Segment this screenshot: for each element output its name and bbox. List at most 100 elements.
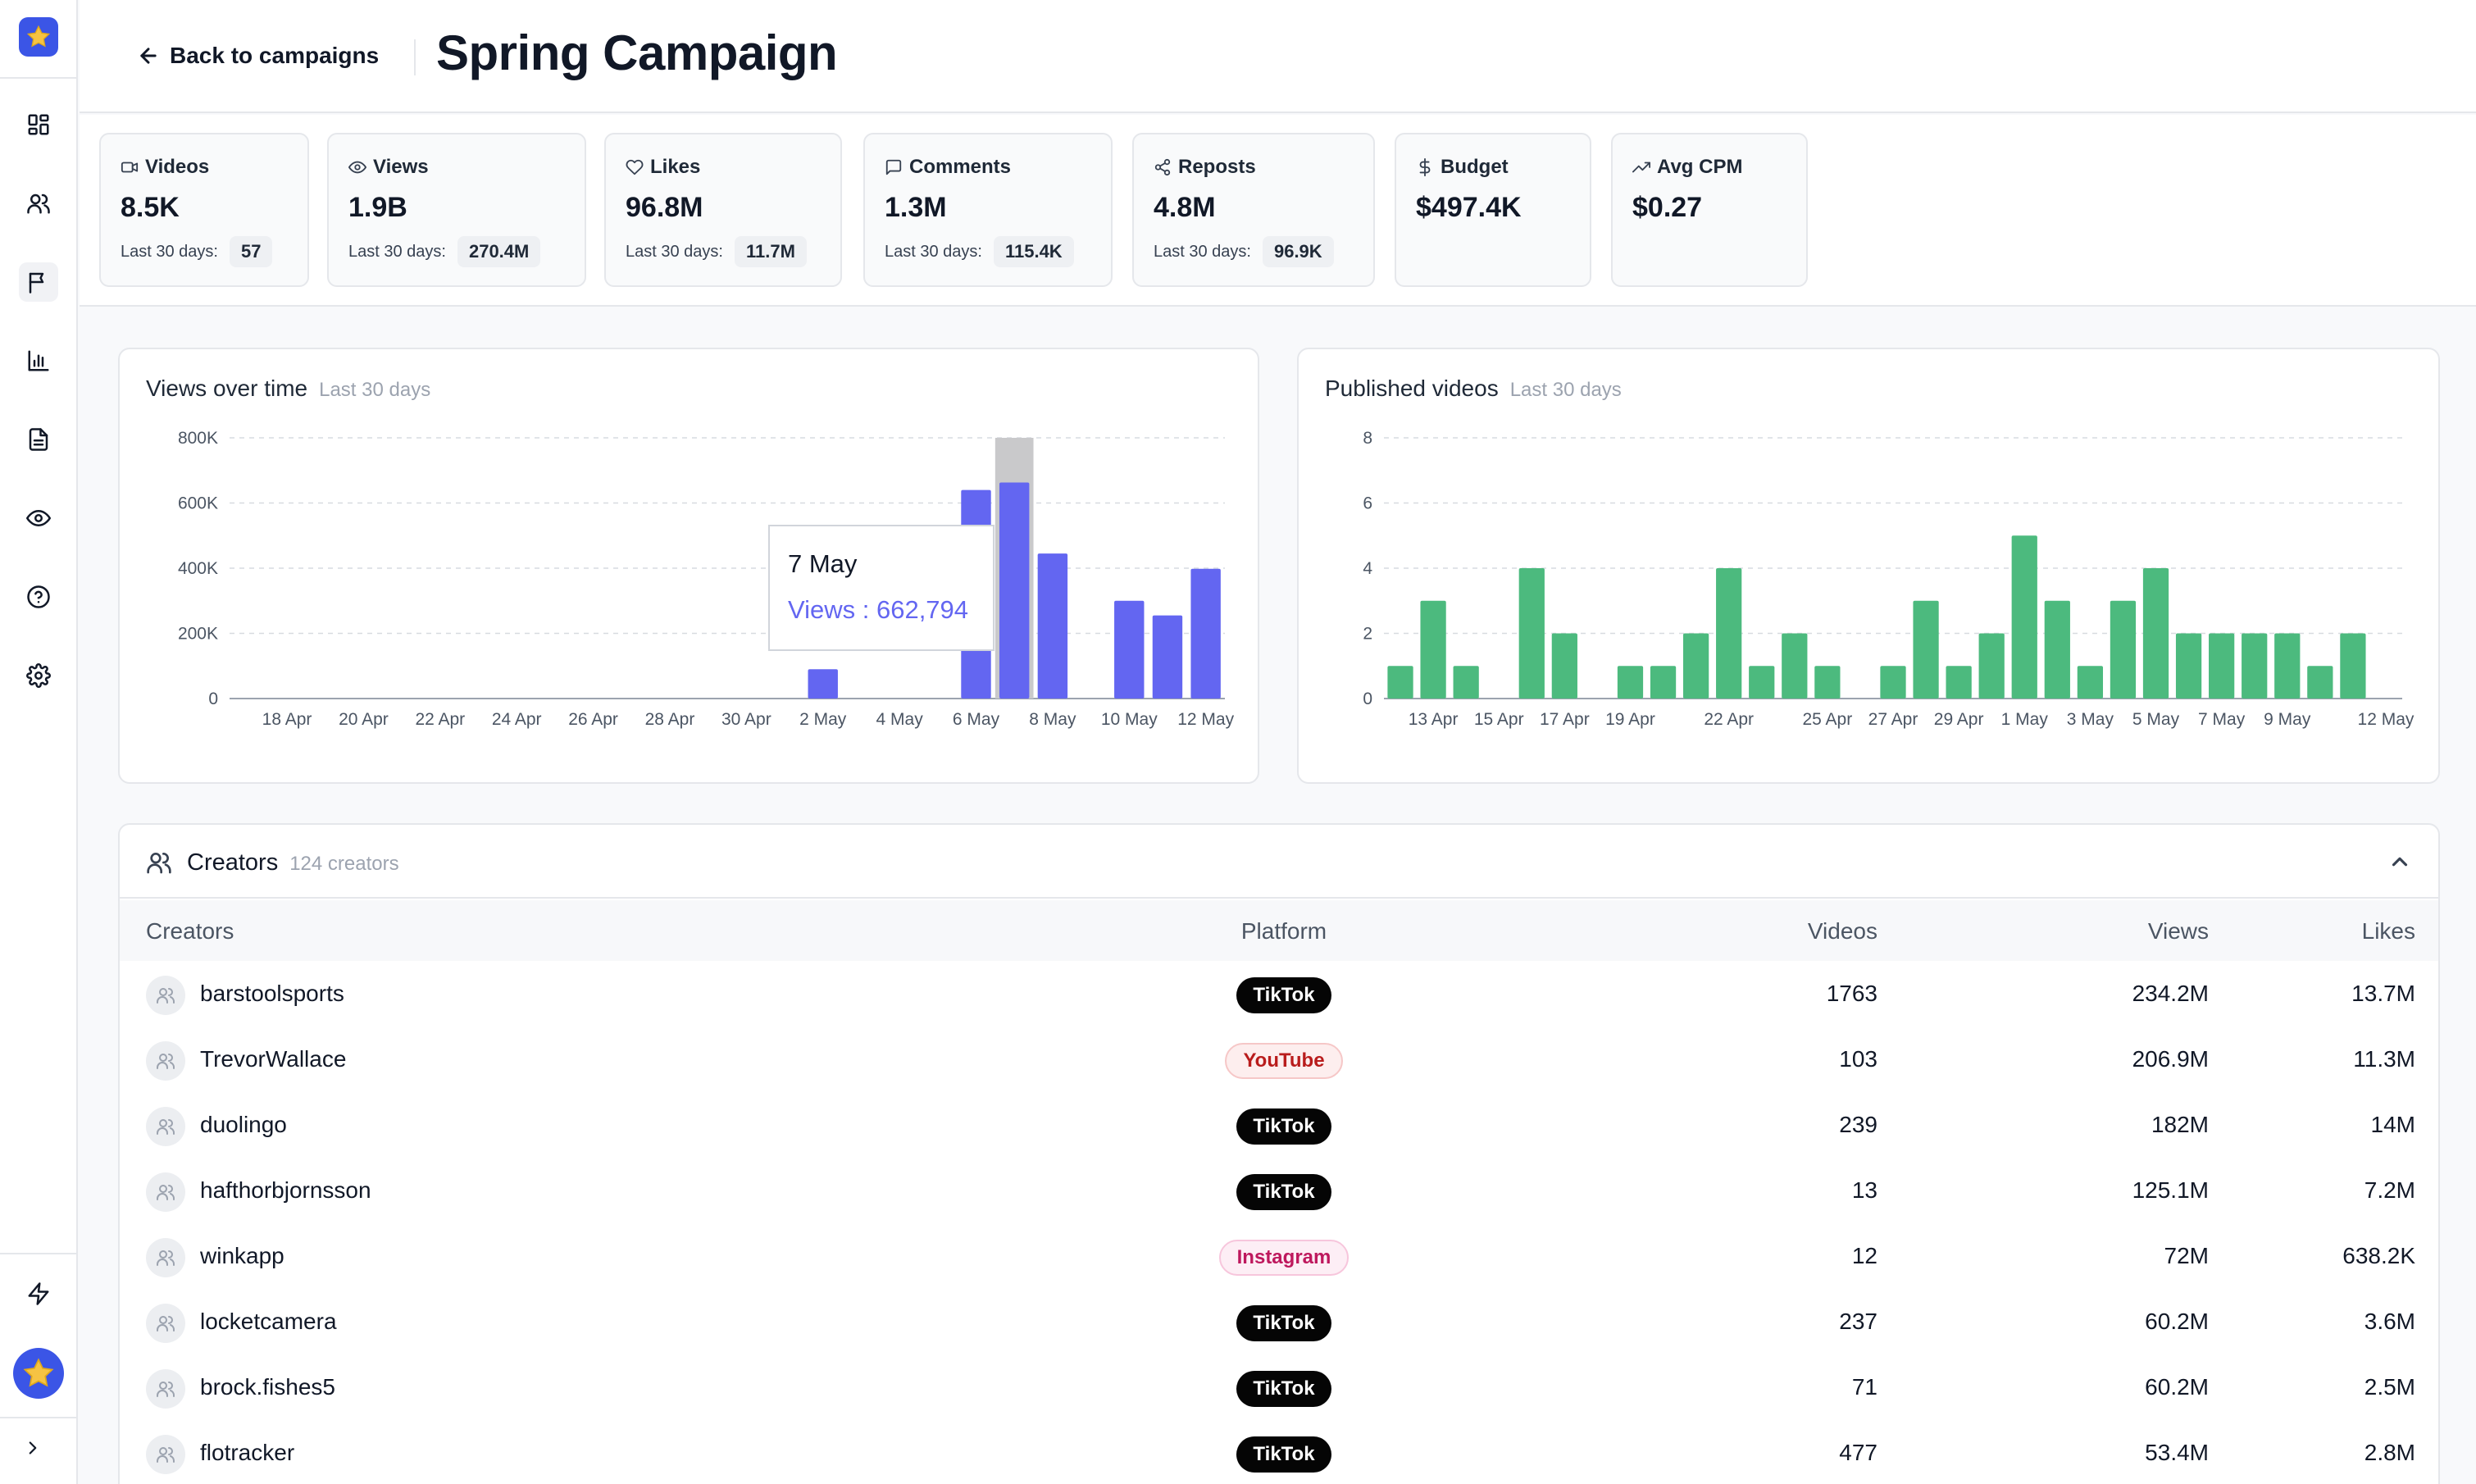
bar[interactable]: [2175, 633, 2202, 699]
creator-name[interactable]: hafthorbjornsson: [200, 1177, 371, 1203]
bar[interactable]: [1152, 615, 1183, 699]
creator-name[interactable]: locketcamera: [200, 1309, 337, 1334]
y-tick-label: 6: [1363, 494, 1372, 513]
table-row[interactable]: TrevorWallace YouTube 103 206.9M 11.3M: [120, 1028, 2438, 1094]
bar[interactable]: [1814, 666, 1841, 699]
x-tick-label: 18 Apr: [262, 710, 312, 729]
nav-settings[interactable]: [19, 656, 58, 695]
stat-value: 1.3M: [885, 192, 947, 223]
bar[interactable]: [1551, 633, 1577, 699]
videos-cell: 13: [1851, 1177, 1877, 1203]
table-row[interactable]: duolingo TikTok 239 182M 14M: [120, 1094, 2438, 1159]
bar[interactable]: [1913, 600, 1939, 699]
users-icon: [147, 853, 171, 874]
table-row[interactable]: flotracker TikTok 477 53.4M 2.8M: [120, 1422, 2438, 1484]
bar[interactable]: [2209, 633, 2235, 699]
creator-name[interactable]: duolingo: [200, 1112, 287, 1137]
user-icon: [157, 988, 175, 1004]
bar[interactable]: [1978, 633, 2005, 699]
y-tick-label: 4: [1363, 559, 1372, 578]
table-row[interactable]: hafthorbjornsson TikTok 13 125.1M 7.2M: [120, 1159, 2438, 1225]
y-tick-label: 0: [1363, 690, 1372, 708]
bar[interactable]: [1946, 666, 1972, 699]
bar[interactable]: [1716, 568, 1742, 699]
nav-creators[interactable]: [19, 184, 58, 223]
table-row[interactable]: locketcamera TikTok 237 60.2M 3.6M: [120, 1291, 2438, 1356]
table-row[interactable]: brock.fishes5 TikTok 71 60.2M 2.5M: [120, 1356, 2438, 1422]
bar[interactable]: [808, 669, 838, 699]
page-header: Back to campaigns Spring Campaign: [80, 0, 2476, 113]
x-tick-label: 1 May: [2001, 710, 2049, 729]
column-header-videos[interactable]: Videos: [1807, 918, 1877, 944]
creator-avatar: [146, 1041, 185, 1081]
bar[interactable]: [2242, 633, 2268, 699]
bar[interactable]: [1037, 553, 1068, 699]
sidebar-divider: [0, 1417, 78, 1418]
videos-cell: 71: [1851, 1374, 1877, 1400]
creator-name[interactable]: TrevorWallace: [200, 1046, 347, 1072]
creator-name[interactable]: brock.fishes5: [200, 1374, 335, 1400]
back-to-campaigns-link[interactable]: Back to campaigns: [137, 39, 379, 72]
bar[interactable]: [1190, 568, 1221, 699]
arrow-left-icon: [140, 48, 157, 64]
column-header-platform[interactable]: Platform: [1240, 918, 1327, 944]
nav-dashboard[interactable]: [19, 105, 58, 144]
bar[interactable]: [1453, 666, 1479, 699]
platform-cell: Instagram: [1202, 1225, 1366, 1291]
y-tick-label: 800K: [178, 429, 218, 448]
table-row[interactable]: winkapp Instagram 12 72M 638.2K: [120, 1225, 2438, 1291]
bar[interactable]: [1650, 666, 1677, 699]
table-row[interactable]: barstoolsports TikTok 1763 234.2M 13.7M: [120, 963, 2438, 1028]
stat-card-views: Views 1.9B Last 30 days: 270.4M: [327, 133, 586, 287]
creator-name[interactable]: winkapp: [200, 1243, 284, 1268]
nav-analytics[interactable]: [19, 341, 58, 380]
creator-avatar: [146, 1369, 185, 1409]
bar[interactable]: [1682, 633, 1709, 699]
comment-icon: [885, 159, 902, 175]
bar[interactable]: [2044, 600, 2070, 699]
column-header-creators[interactable]: Creators: [146, 918, 234, 944]
bar[interactable]: [1114, 600, 1145, 699]
bar[interactable]: [2142, 568, 2169, 699]
bar[interactable]: [1518, 568, 1545, 699]
expand-sidebar-button[interactable]: [13, 1428, 52, 1468]
user-avatar[interactable]: [13, 1348, 64, 1399]
stat-sub-label: Last 30 days:: [1154, 242, 1251, 261]
nav-quick-actions[interactable]: [19, 1274, 58, 1313]
column-header-likes[interactable]: Likes: [2361, 918, 2415, 944]
nav-campaigns[interactable]: [19, 262, 58, 302]
platform-badge: TikTok: [1236, 1436, 1331, 1473]
bar[interactable]: [1387, 666, 1413, 699]
x-tick-label: 15 Apr: [1474, 710, 1524, 729]
column-header-views[interactable]: Views: [2147, 918, 2209, 944]
creator-name[interactable]: flotracker: [200, 1440, 295, 1465]
bar[interactable]: [2340, 633, 2366, 699]
views-cell: 234.2M: [2132, 981, 2209, 1006]
creator-name[interactable]: barstoolsports: [200, 981, 344, 1006]
chart-subtitle: Last 30 days: [1509, 379, 1622, 401]
x-tick-label: 26 Apr: [568, 710, 618, 729]
bar[interactable]: [999, 482, 1030, 699]
bar[interactable]: [1782, 633, 1808, 699]
dollar-icon: [1419, 158, 1431, 176]
bar[interactable]: [1880, 666, 1906, 699]
collapse-button[interactable]: [2387, 849, 2412, 874]
nav-help[interactable]: [19, 577, 58, 617]
stat-sub-value: 96.9K: [1262, 236, 1334, 267]
nav-documents[interactable]: [19, 420, 58, 459]
nav-monitoring[interactable]: [19, 498, 58, 538]
bar[interactable]: [1420, 600, 1446, 699]
platform-badge: YouTube: [1225, 1043, 1343, 1079]
eye-icon: [26, 510, 51, 526]
star-icon: [26, 25, 51, 48]
creator-avatar: [146, 1435, 185, 1474]
bar[interactable]: [2110, 600, 2137, 699]
bar[interactable]: [2274, 633, 2301, 699]
bar[interactable]: [2077, 666, 2104, 699]
bar[interactable]: [2307, 666, 2333, 699]
bar[interactable]: [2011, 535, 2037, 699]
bar[interactable]: [1749, 666, 1775, 699]
user-icon: [157, 1185, 175, 1200]
bar[interactable]: [1617, 666, 1644, 699]
app-logo[interactable]: [19, 17, 58, 57]
